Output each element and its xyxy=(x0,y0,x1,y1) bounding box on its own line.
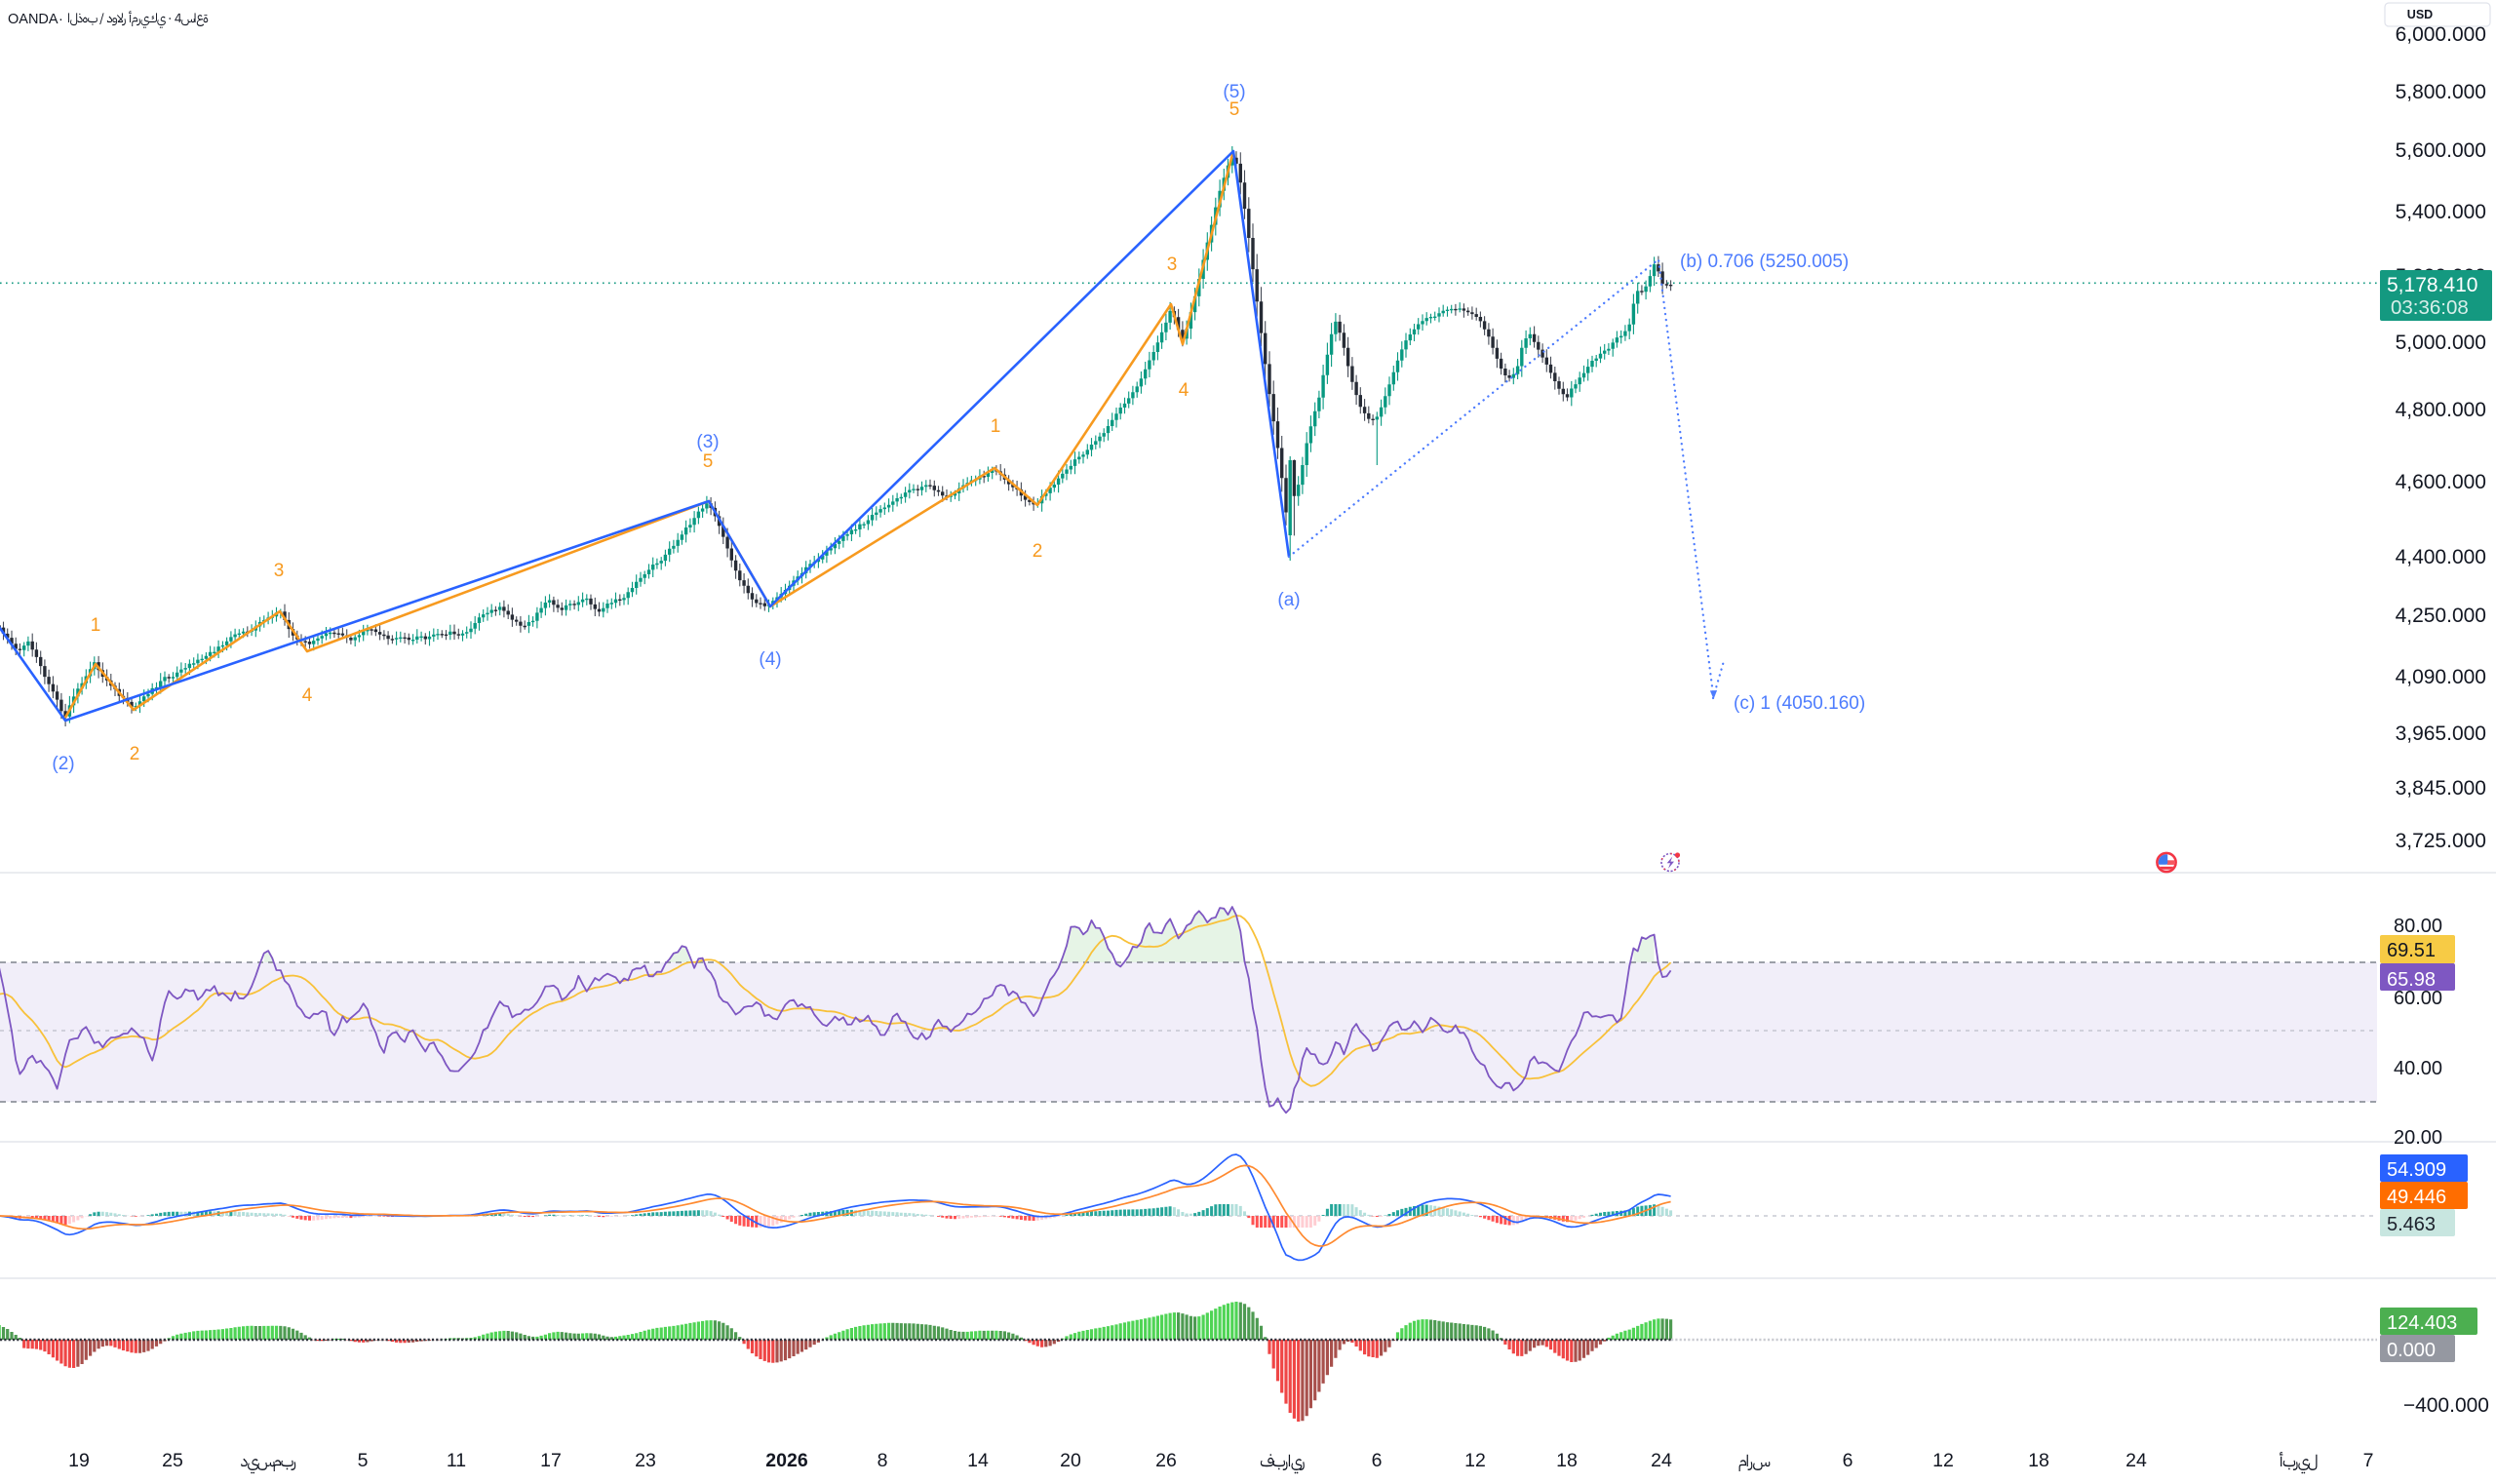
svg-text:(3): (3) xyxy=(696,432,719,452)
svg-text:19: 19 xyxy=(68,1450,90,1471)
svg-text:20.00: 20.00 xyxy=(2394,1127,2442,1149)
svg-text:OANDA: OANDA xyxy=(8,12,58,27)
svg-text:(2): (2) xyxy=(52,754,74,774)
svg-text:5: 5 xyxy=(358,1450,369,1471)
svg-text:12: 12 xyxy=(1464,1450,1486,1471)
svg-text:6,000.000: 6,000.000 xyxy=(2396,23,2486,46)
svg-text:4,090.000: 4,090.000 xyxy=(2396,666,2486,688)
svg-text:20: 20 xyxy=(1060,1450,1081,1471)
svg-text:5,178.410: 5,178.410 xyxy=(2387,274,2477,296)
svg-text:4,400.000: 4,400.000 xyxy=(2396,546,2486,568)
svg-text:3,845.000: 3,845.000 xyxy=(2396,777,2486,800)
svg-text:(4): (4) xyxy=(759,649,781,670)
svg-text:2026: 2026 xyxy=(765,1450,808,1471)
svg-text:124.403: 124.403 xyxy=(2387,1312,2457,1334)
svg-text:5,000.000: 5,000.000 xyxy=(2396,332,2486,354)
svg-text:69.51: 69.51 xyxy=(2387,940,2436,961)
svg-text:4,250.000: 4,250.000 xyxy=(2396,605,2486,627)
svg-text:4: 4 xyxy=(302,685,313,706)
svg-text:4,600.000: 4,600.000 xyxy=(2396,471,2486,493)
svg-text:18: 18 xyxy=(2028,1450,2049,1471)
svg-text:65.98: 65.98 xyxy=(2387,969,2436,991)
svg-text:(5): (5) xyxy=(1223,82,1245,102)
svg-text:4,800.000: 4,800.000 xyxy=(2396,399,2486,421)
svg-text:14: 14 xyxy=(967,1450,989,1471)
svg-text:5: 5 xyxy=(703,451,714,472)
svg-text:5.463: 5.463 xyxy=(2387,1214,2436,1235)
svg-text:40.00: 40.00 xyxy=(2394,1058,2442,1079)
svg-text:0.000: 0.000 xyxy=(2387,1340,2436,1361)
svg-text:5,600.000: 5,600.000 xyxy=(2396,139,2486,162)
svg-text:1: 1 xyxy=(991,416,1001,437)
svg-text:3,725.000: 3,725.000 xyxy=(2396,830,2486,852)
svg-text:7: 7 xyxy=(2363,1450,2374,1471)
svg-text:−400.000: −400.000 xyxy=(2403,1394,2489,1417)
svg-text:49.446: 49.446 xyxy=(2387,1187,2446,1208)
svg-text:5,400.000: 5,400.000 xyxy=(2396,201,2486,223)
svg-text:6: 6 xyxy=(1843,1450,1853,1471)
svg-text:8: 8 xyxy=(878,1450,888,1471)
svg-text:11: 11 xyxy=(447,1450,466,1471)
svg-text:USD: USD xyxy=(2407,8,2433,21)
svg-text:24: 24 xyxy=(1651,1450,1672,1471)
svg-text:23: 23 xyxy=(635,1450,656,1471)
svg-text:60.00: 60.00 xyxy=(2394,988,2442,1009)
svg-text:17: 17 xyxy=(540,1450,562,1471)
svg-text:(a): (a) xyxy=(1277,590,1300,610)
svg-text:4: 4 xyxy=(1179,380,1190,401)
svg-text:54.909: 54.909 xyxy=(2387,1159,2446,1181)
svg-text:2: 2 xyxy=(1033,541,1043,562)
svg-text:3: 3 xyxy=(274,561,285,581)
svg-text:2: 2 xyxy=(130,744,140,764)
svg-text:18: 18 xyxy=(1556,1450,1578,1471)
svg-text:26: 26 xyxy=(1155,1450,1177,1471)
svg-text:1: 1 xyxy=(91,615,101,636)
svg-text:6: 6 xyxy=(1372,1450,1383,1471)
svg-text:03:36:08: 03:36:08 xyxy=(2391,296,2469,319)
svg-text:25: 25 xyxy=(162,1450,183,1471)
svg-text:80.00: 80.00 xyxy=(2394,916,2442,937)
svg-text:(b) 0.706 (5250.005): (b) 0.706 (5250.005) xyxy=(1680,252,1849,272)
svg-text:·: · xyxy=(58,12,63,27)
svg-text:24: 24 xyxy=(2126,1450,2147,1471)
svg-text:(c) 1 (4050.160): (c) 1 (4050.160) xyxy=(1734,693,1865,714)
svg-text:5: 5 xyxy=(1229,99,1240,120)
svg-text:5,800.000: 5,800.000 xyxy=(2396,81,2486,103)
svg-text:12: 12 xyxy=(1932,1450,1954,1471)
svg-text:3: 3 xyxy=(1167,254,1178,275)
svg-text:3,965.000: 3,965.000 xyxy=(2396,722,2486,745)
